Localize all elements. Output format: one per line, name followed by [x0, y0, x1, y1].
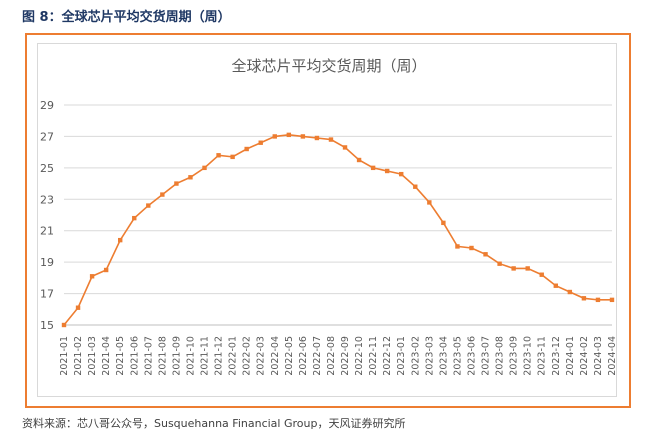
x-tick-label: 2022-05: [284, 336, 295, 376]
series-layer: [61, 132, 615, 328]
x-tick-label: 2024-04: [607, 336, 618, 376]
y-axis-ticks: 15 17 19 21 23 25 27 29: [40, 99, 54, 332]
data-point: [399, 171, 404, 177]
x-tick-label: 2022-07: [312, 336, 323, 376]
data-point: [413, 184, 418, 189]
data-point: [595, 297, 601, 303]
data-point: [286, 132, 292, 138]
data-point: [300, 134, 306, 139]
data-point: [61, 322, 67, 328]
data-point: [75, 305, 81, 310]
data-point: [525, 266, 530, 271]
data-point: [202, 165, 207, 171]
x-tick-label: 2021-07: [143, 336, 154, 376]
x-tick-label: 2023-09: [509, 336, 520, 376]
x-tick-label: 2021-06: [129, 336, 140, 376]
y-tick-label: 25: [40, 162, 54, 175]
x-tick-label: 2022-04: [270, 336, 281, 376]
data-point: [342, 145, 348, 150]
x-tick-label: 2021-03: [87, 336, 98, 376]
y-tick-label: 29: [40, 99, 54, 112]
data-point: [146, 203, 151, 208]
x-tick-label: 2023-08: [495, 336, 506, 376]
data-point: [483, 252, 488, 257]
x-tick-label: 2021-05: [115, 336, 126, 376]
x-tick-label: 2022-09: [340, 336, 351, 376]
x-tick-label: 2023-06: [466, 336, 477, 376]
x-tick-label: 2022-01: [228, 336, 239, 376]
x-tick-label: 2022-10: [354, 336, 365, 376]
x-tick-label: 2023-02: [410, 336, 421, 376]
y-tick-label: 17: [40, 288, 54, 301]
y-tick-label: 23: [40, 193, 54, 206]
series-line: [63, 134, 612, 326]
x-tick-label: 2023-04: [438, 336, 449, 376]
x-tick-label: 2022-02: [242, 336, 253, 376]
data-point: [370, 165, 376, 171]
data-point: [441, 220, 446, 226]
gridlines: [64, 104, 612, 326]
chart-frame: [25, 33, 631, 408]
data-point: [455, 244, 460, 249]
x-tick-label: 2021-01: [59, 336, 70, 376]
data-point: [609, 297, 615, 303]
y-tick-label: 21: [40, 225, 54, 238]
data-point: [356, 157, 362, 163]
data-point: [89, 274, 95, 279]
x-tick-label: 2024-01: [565, 336, 576, 376]
data-point: [216, 153, 221, 158]
data-point: [469, 245, 474, 251]
data-point: [244, 146, 249, 152]
x-tick-label: 2021-08: [157, 336, 168, 376]
data-point: [230, 154, 235, 160]
data-point: [511, 266, 516, 271]
x-tick-label: 2022-11: [368, 336, 379, 376]
x-tick-label: 2023-03: [424, 336, 435, 376]
data-point: [553, 283, 558, 288]
x-tick-label: 2023-10: [523, 336, 534, 376]
data-point: [174, 181, 179, 186]
data-point: [188, 175, 193, 180]
x-tick-label: 2023-05: [452, 336, 463, 376]
data-point: [272, 134, 277, 139]
data-point: [118, 237, 123, 243]
data-point: [567, 289, 573, 295]
x-tick-label: 2022-12: [382, 336, 393, 376]
x-axis-ticks: 2021-01 2021-02 2021-03 2021-04 2021-05 2021-…: [59, 336, 618, 376]
data-point: [103, 267, 109, 273]
x-tick-label: 2022-06: [298, 336, 309, 376]
x-tick-label: 2023-11: [537, 336, 548, 376]
x-tick-label: 2022-08: [326, 336, 337, 376]
data-point: [160, 192, 165, 197]
source-note: 资料来源：芯八哥公众号，Susquehanna Financial Group，…: [22, 417, 406, 430]
data-point: [539, 272, 544, 277]
y-tick-label: 27: [40, 130, 54, 143]
x-tick-label: 2021-09: [171, 336, 182, 376]
x-tick-label: 2023-12: [551, 336, 562, 376]
chart-title: 全球芯片平均交货周期（周）: [231, 57, 427, 75]
x-tick-label: 2023-01: [396, 336, 407, 376]
y-tick-label: 19: [40, 256, 54, 269]
data-point: [132, 215, 137, 221]
data-point: [314, 135, 320, 141]
figure-caption: 图 8：全球芯片平均交货周期（周）: [22, 10, 231, 25]
x-tick-label: 2022-03: [256, 336, 267, 376]
x-tick-label: 2021-12: [214, 336, 225, 376]
data-point: [384, 168, 390, 174]
x-tick-label: 2021-04: [101, 336, 112, 376]
x-tick-label: 2024-03: [593, 336, 604, 376]
data-point: [581, 296, 587, 301]
x-tick-label: 2021-02: [73, 336, 84, 376]
x-tick-label: 2021-11: [200, 336, 211, 376]
x-tick-label: 2023-07: [481, 336, 492, 376]
data-point: [497, 261, 502, 266]
data-point: [427, 200, 432, 205]
data-point: [328, 137, 334, 142]
x-tick-label: 2024-02: [579, 336, 590, 376]
x-tick-label: 2021-10: [185, 336, 196, 376]
data-point: [258, 140, 263, 145]
y-tick-label: 15: [40, 319, 54, 332]
